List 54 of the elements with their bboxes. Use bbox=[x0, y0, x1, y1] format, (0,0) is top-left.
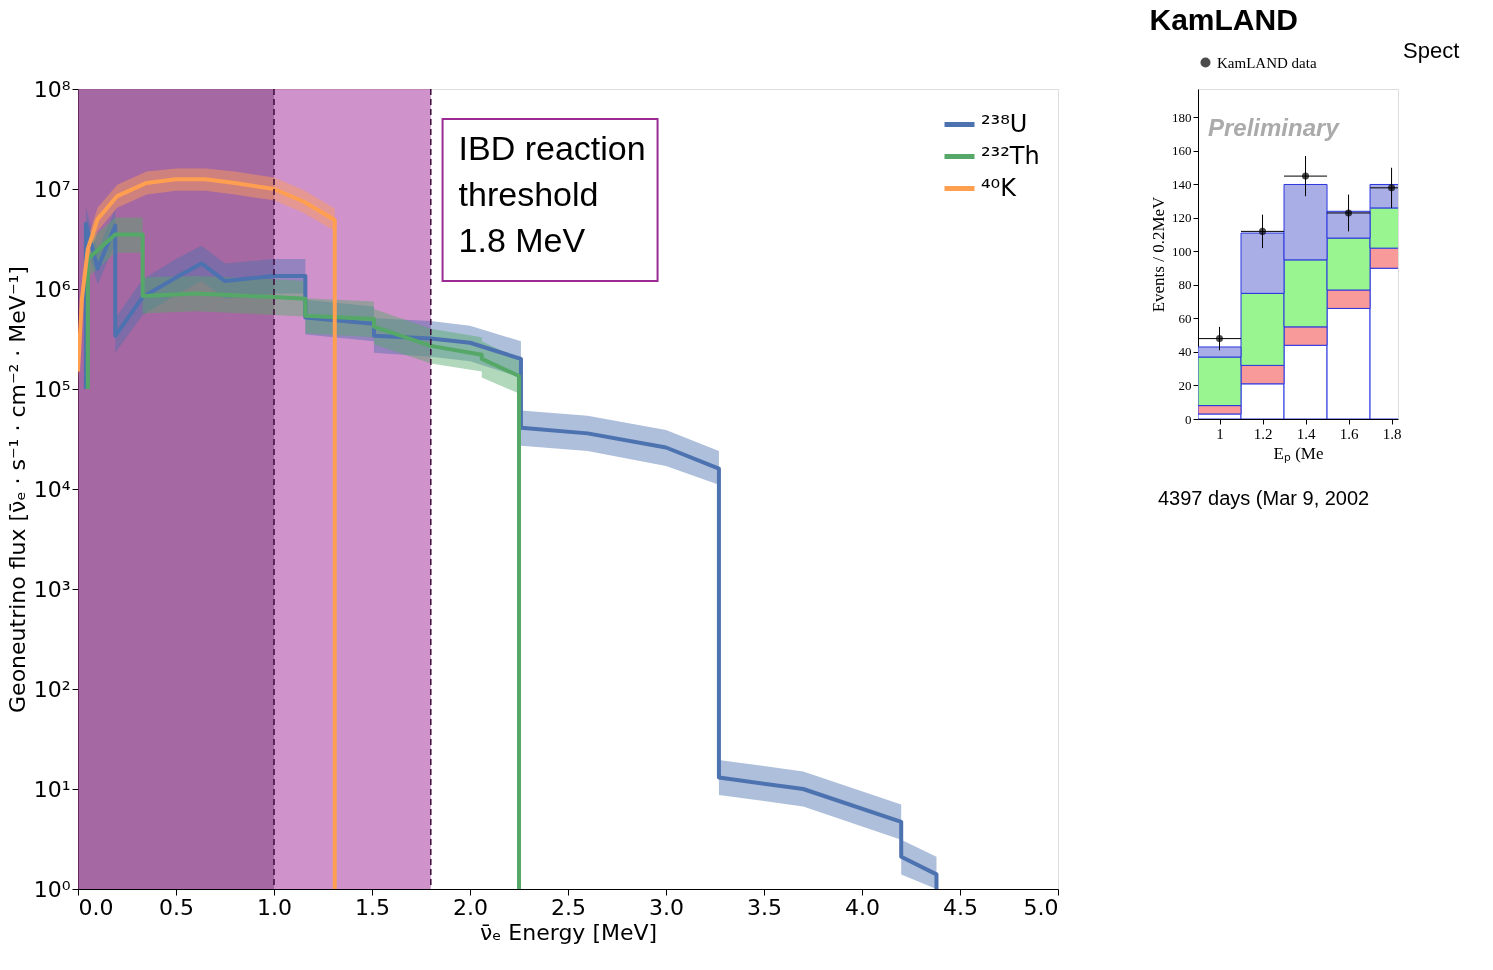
legend-label: ²³⁸U bbox=[981, 109, 1028, 138]
x-tick-label: 0.5 bbox=[159, 894, 194, 920]
legend-label: ⁴⁰K bbox=[981, 173, 1018, 202]
y-tick-label: 10⁵ bbox=[33, 376, 71, 402]
x-tick-label: 1.5 bbox=[355, 894, 390, 920]
x-tick-label: 3.5 bbox=[747, 894, 782, 920]
y-axis-title: Events / 0.2MeV bbox=[1149, 195, 1168, 313]
point bbox=[1345, 209, 1353, 217]
y-tick-label: 10⁸ bbox=[33, 76, 71, 102]
y-tick-label: 100 bbox=[1172, 243, 1192, 259]
x-tick-label: 1.8 bbox=[1382, 425, 1402, 442]
point bbox=[1301, 172, 1310, 180]
y-tick-label: 180 bbox=[1172, 109, 1192, 125]
x-tick-label: 4.5 bbox=[943, 894, 978, 920]
x-tick-label: 1.2 bbox=[1253, 425, 1273, 442]
annotation: Preliminary bbox=[1208, 114, 1341, 141]
y-tick-label: 140 bbox=[1172, 176, 1192, 192]
y-tick-label: 120 bbox=[1172, 210, 1192, 226]
y-tick-label: 60 bbox=[1178, 310, 1192, 326]
point bbox=[1388, 184, 1396, 192]
y-tick-label: 10² bbox=[33, 676, 71, 702]
legend-label: ²³²Th bbox=[981, 141, 1040, 170]
y-tick-label: 10⁰ bbox=[33, 876, 71, 902]
y-tick-label: 10⁷ bbox=[33, 176, 71, 202]
y-tick-label: 80 bbox=[1178, 277, 1192, 293]
x-tick-label: 1.4 bbox=[1296, 425, 1316, 442]
x-tick-label: 5.0 bbox=[1023, 894, 1059, 920]
text: Spect bbox=[1403, 38, 1460, 63]
y-tick-label: 40 bbox=[1178, 344, 1192, 360]
x-tick-label: 3.0 bbox=[649, 894, 684, 920]
chart-title: KamLAND bbox=[1149, 3, 1298, 36]
x-tick-label: 4.0 bbox=[845, 894, 880, 920]
x-tick-label: 1.0 bbox=[257, 894, 292, 920]
point bbox=[1258, 227, 1267, 235]
y-tick-label: 10⁴ bbox=[33, 476, 71, 502]
x-tick-label: 0.0 bbox=[78, 894, 114, 920]
x-axis-title: Eₚ (Me bbox=[1273, 443, 1324, 464]
y-tick-label: 20 bbox=[1178, 378, 1192, 393]
annotation: IBD reaction threshold 1.8 MeV bbox=[458, 129, 646, 259]
x-tick-label: 1 bbox=[1216, 425, 1224, 442]
legend-label: KamLAND data bbox=[1217, 54, 1317, 71]
x-tick-label: 2.5 bbox=[551, 894, 586, 920]
x-tick-label: 1.6 bbox=[1339, 425, 1359, 442]
y-tick-label: 10¹ bbox=[33, 776, 71, 802]
line-series bbox=[78, 177, 337, 889]
y-tick-label: 10⁶ bbox=[33, 276, 71, 302]
point bbox=[1215, 335, 1224, 343]
y-tick-label: 160 bbox=[1172, 143, 1192, 159]
x-tick-label: 2.0 bbox=[453, 894, 488, 920]
x-axis-title: ν̄ₑ Energy [MeV] bbox=[479, 919, 658, 945]
y-tick-label: 0 bbox=[1185, 411, 1192, 427]
y-tick-label: 10³ bbox=[33, 576, 71, 602]
y-axis-title: Geoneutrino flux [ν̄ₑ · s⁻¹ · cm⁻² · MeV⁻¹] bbox=[4, 266, 30, 713]
text: 4397 days (Mar 9, 2002 bbox=[1158, 487, 1370, 509]
